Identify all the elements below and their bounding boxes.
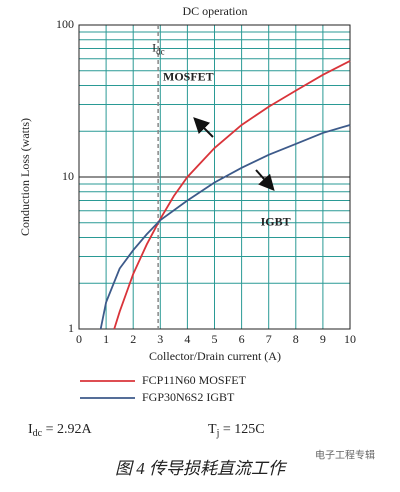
x-tick-label: 7 xyxy=(266,332,272,346)
reference-label: Idc xyxy=(152,40,165,56)
y-tick-label: 100 xyxy=(56,17,74,31)
x-tick-label: 5 xyxy=(212,332,218,346)
legend-label: FGP30N6S2 IGBT xyxy=(142,390,235,404)
y-axis-label: Conduction Loss (watts) xyxy=(18,118,32,236)
note-main: T xyxy=(208,422,217,437)
x-tick-label: 8 xyxy=(293,332,299,346)
note: Tj = 125C xyxy=(208,422,265,439)
x-axis-label: Collector/Drain current (A) xyxy=(149,349,281,363)
reference-label-main: I xyxy=(152,40,156,54)
legend-label: FCP11N60 MOSFET xyxy=(142,373,247,387)
note-sub: dc xyxy=(33,428,43,439)
x-tick-label: 3 xyxy=(157,332,163,346)
chart-title: DC operation xyxy=(183,4,248,18)
x-tick-label: 6 xyxy=(239,332,245,346)
plot-frame xyxy=(78,24,351,330)
annotation-arrow xyxy=(193,117,214,138)
note-main: I xyxy=(28,422,33,437)
x-tick-label: 2 xyxy=(130,332,136,346)
annotation: IGBT xyxy=(261,215,291,229)
x-tick-label: 1 xyxy=(103,332,109,346)
y-tick-label: 1 xyxy=(68,321,74,335)
note-rest: = 2.92A xyxy=(42,422,92,437)
watermark: 电子工程专辑 xyxy=(315,448,375,461)
reference-label-sub: dc xyxy=(156,47,165,57)
caption: 图 4 传导损耗直流工作 xyxy=(115,459,288,478)
x-tick-label: 4 xyxy=(184,332,190,346)
annotation-arrow xyxy=(255,169,275,191)
note: Idc = 2.92A xyxy=(28,422,93,439)
x-tick-label: 9 xyxy=(320,332,326,346)
annotation: MOSFET xyxy=(163,69,214,83)
series-line xyxy=(113,60,351,330)
x-tick-label: 0 xyxy=(76,332,82,346)
x-tick-label: 10 xyxy=(344,332,356,346)
note-sub: j xyxy=(216,428,220,439)
series-line xyxy=(99,124,351,330)
note-rest: = 125C xyxy=(219,422,264,437)
y-tick-label: 10 xyxy=(62,169,74,183)
